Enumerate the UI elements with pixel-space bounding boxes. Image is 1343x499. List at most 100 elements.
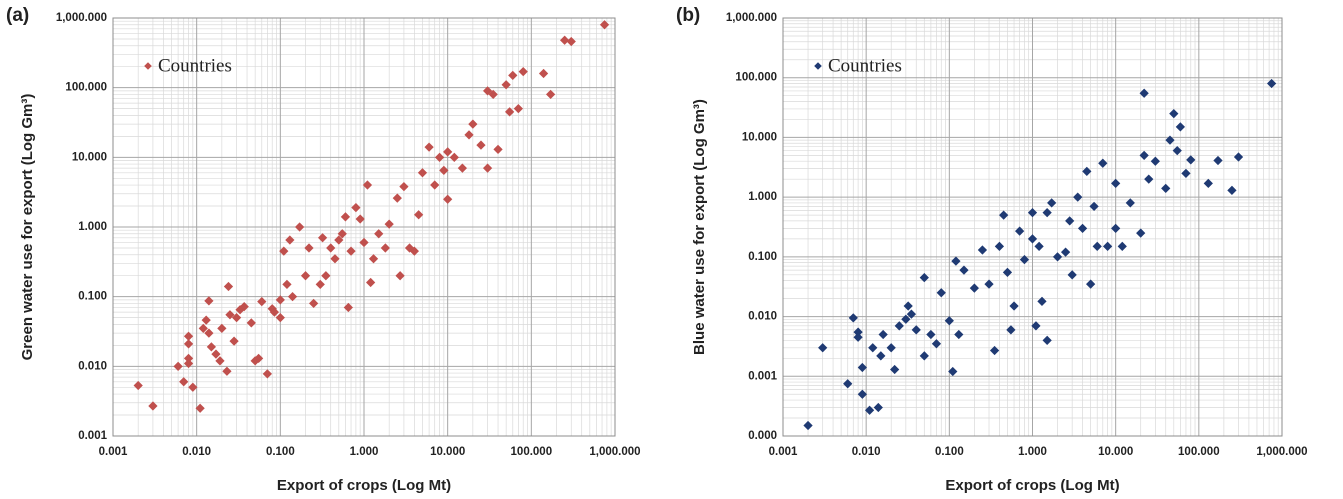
point (262, 369, 272, 379)
point (1037, 296, 1047, 306)
point (501, 80, 511, 90)
point (848, 313, 858, 323)
y-tick-label: 100.000 (65, 82, 107, 94)
point (392, 193, 402, 203)
point (217, 323, 227, 334)
point (1117, 241, 1127, 251)
point (1102, 241, 1113, 251)
point (1086, 279, 1096, 289)
point (1073, 192, 1083, 202)
x-tick-label: 0.001 (769, 446, 798, 458)
point (439, 165, 449, 175)
point (1002, 267, 1013, 277)
point (1034, 241, 1044, 251)
point (1165, 135, 1175, 145)
point (545, 89, 556, 100)
y-tick-label: 0.010 (78, 360, 107, 372)
point (931, 339, 942, 349)
point (1077, 223, 1088, 233)
point (482, 86, 493, 96)
point (1014, 226, 1025, 236)
point (222, 366, 232, 376)
point (409, 246, 419, 256)
point (919, 351, 929, 361)
x-tick-label: 0.010 (182, 446, 211, 458)
point (857, 362, 867, 373)
x-tick-label: 0.010 (852, 446, 881, 458)
point (1092, 241, 1102, 251)
point (1144, 174, 1154, 184)
point (903, 301, 913, 311)
point (1139, 150, 1149, 161)
point (1175, 122, 1186, 132)
point (201, 315, 211, 325)
legend-marker (814, 62, 822, 70)
point (1031, 321, 1041, 331)
y-tick-label: 0.010 (748, 311, 777, 323)
x-tick-label: 0.001 (99, 446, 128, 458)
x-tick-label: 1.000 (350, 446, 379, 458)
point (449, 152, 459, 162)
point (868, 343, 878, 353)
point (343, 302, 353, 313)
point (894, 321, 904, 331)
point (1125, 198, 1135, 208)
point (890, 364, 900, 375)
point (560, 35, 570, 45)
point (304, 243, 314, 253)
point (225, 310, 235, 320)
point (1111, 178, 1121, 189)
point (1019, 254, 1030, 265)
x-tick-label: 10.000 (430, 446, 465, 458)
point (239, 301, 249, 312)
point (1042, 208, 1052, 218)
point (518, 66, 528, 77)
point (508, 70, 518, 81)
point (337, 229, 347, 239)
y-tick-label: 1.000 (78, 221, 107, 233)
point (1042, 335, 1052, 345)
point (1089, 201, 1099, 212)
point (269, 307, 280, 317)
panel-label: (a) (6, 5, 29, 26)
point (334, 235, 344, 245)
point (1098, 158, 1108, 168)
point (346, 246, 356, 256)
point (294, 222, 305, 232)
point (1082, 166, 1092, 177)
point (414, 210, 424, 220)
point (457, 163, 468, 173)
point (482, 163, 493, 173)
point (368, 254, 379, 264)
point (179, 377, 189, 387)
point (566, 36, 576, 47)
x-tick-label: 10.000 (1098, 446, 1133, 458)
x-tick-label: 100.000 (511, 446, 553, 458)
point (493, 144, 503, 155)
x-tick-label: 0.100 (266, 446, 295, 458)
point (1203, 178, 1213, 189)
y-axis-title: Green water use for export (Log Gm³) (19, 94, 36, 361)
point (366, 277, 376, 288)
point (362, 180, 373, 190)
plot-frame (782, 17, 1283, 437)
y-tick-label: 0.001 (748, 370, 777, 382)
point (901, 314, 911, 324)
point (1052, 252, 1063, 262)
x-axis-title: Export of crops (Log Mt) (945, 477, 1119, 494)
point (204, 328, 214, 338)
point (959, 265, 969, 275)
point (275, 295, 285, 305)
point (464, 130, 474, 140)
point (285, 235, 295, 245)
point (206, 342, 217, 352)
point (853, 332, 863, 342)
point (374, 229, 384, 239)
point (359, 237, 369, 248)
point (1169, 109, 1179, 119)
point (384, 219, 394, 229)
point (999, 210, 1009, 220)
point (951, 256, 961, 266)
point (476, 140, 486, 150)
y-tick-label: 0.100 (78, 291, 107, 303)
